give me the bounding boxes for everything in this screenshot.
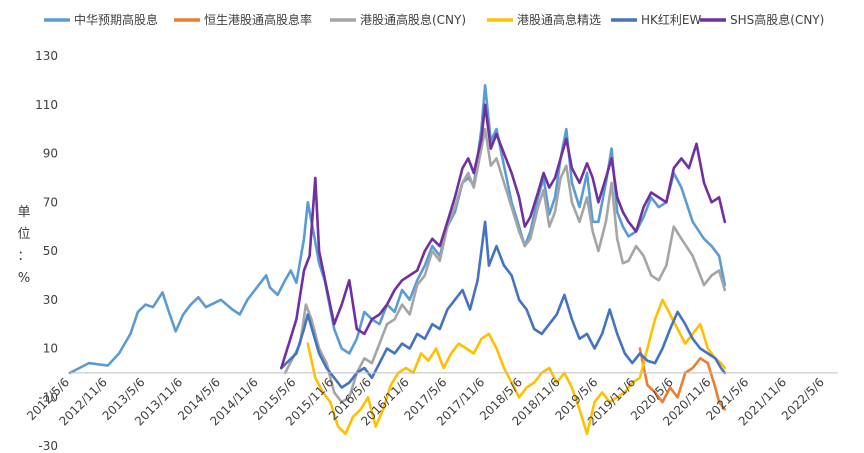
legend-label: 港股通高息精选 <box>517 12 601 27</box>
y-axis-label-char: 位 <box>17 227 30 242</box>
y-tick-label: -30 <box>38 439 58 453</box>
series-line <box>68 84 727 375</box>
y-axis-label: 单位 ：% <box>17 205 30 286</box>
series-line <box>306 298 727 436</box>
legend-label: HK红利EW <box>641 12 701 27</box>
y-tick-label: 110 <box>35 98 58 112</box>
legend-item: 恒生港股通高股息率 <box>174 12 312 27</box>
y-axis-label-char: 单 <box>17 205 30 220</box>
legend-item: 港股通高股息(CNY) <box>330 12 466 27</box>
y-tick-label: 50 <box>43 244 58 258</box>
series-line <box>280 103 727 370</box>
y-tick-label: 30 <box>43 293 58 307</box>
y-axis-label-char: % <box>18 271 30 286</box>
legend-label: 港股通高股息(CNY) <box>360 12 466 27</box>
series-line <box>280 220 727 389</box>
legend-item: 中华预期高股息 <box>44 12 158 27</box>
legend-label: 恒生港股通高股息率 <box>204 12 312 27</box>
y-tick-label: 90 <box>43 147 58 161</box>
x-axis-ticks: 2012/5/62012/11/62013/5/62013/11/62014/5… <box>24 375 827 428</box>
legend-label: SHS高股息(CNY) <box>730 12 824 27</box>
legend-label: 中华预期高股息 <box>74 12 158 27</box>
y-tick-label: 70 <box>43 195 58 209</box>
y-axis-label-char: ： <box>17 249 30 264</box>
chart-legend: 中华预期高股息 恒生港股通高股息率 港股通高股息(CNY) 港股通高息精选 HK红利EW… <box>44 12 824 27</box>
y-tick-label: 10 <box>43 342 58 356</box>
legend-item: HK红利EW <box>611 12 701 27</box>
legend-item: 港股通高息精选 <box>487 12 601 27</box>
plot-area <box>68 84 727 436</box>
y-tick-label: 130 <box>35 49 58 63</box>
legend-item: SHS高股息(CNY) <box>700 12 824 27</box>
series-line <box>283 127 727 404</box>
y-tick-label: -10 <box>38 390 58 404</box>
y-axis-ticks: -30 -10 10 30 50 70 90 110 130 <box>35 49 58 453</box>
